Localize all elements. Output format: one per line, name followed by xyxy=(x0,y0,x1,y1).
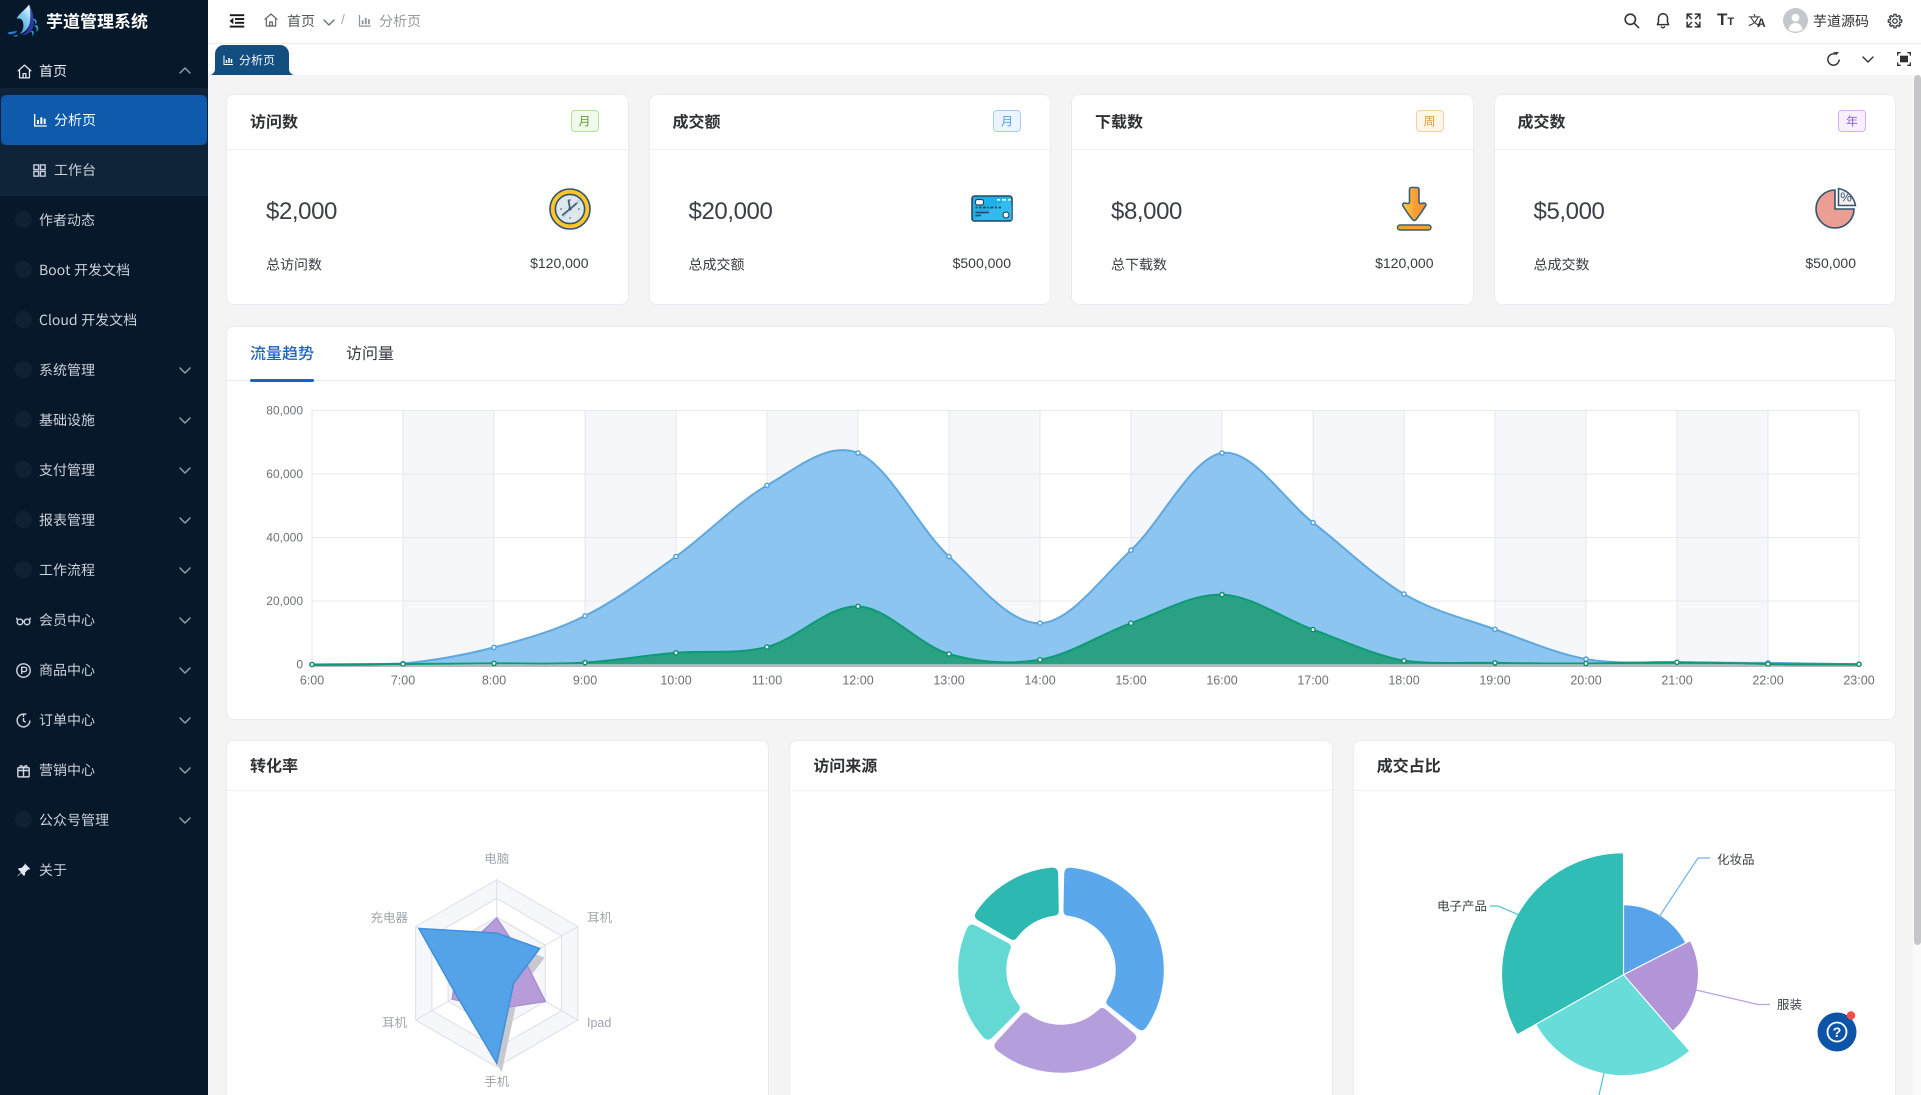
svg-text:80,000: 80,000 xyxy=(266,404,303,418)
svg-text:17:00: 17:00 xyxy=(1297,674,1328,688)
svg-text:23:00: 23:00 xyxy=(1843,674,1874,688)
svg-text:15:00: 15:00 xyxy=(1115,674,1146,688)
svg-text:6:00: 6:00 xyxy=(300,674,324,688)
svg-text:16:00: 16:00 xyxy=(1206,674,1237,688)
svg-text:20,000: 20,000 xyxy=(266,594,303,608)
svg-text:13:00: 13:00 xyxy=(933,674,964,688)
svg-text:10:00: 10:00 xyxy=(660,674,691,688)
svg-text:7:00: 7:00 xyxy=(391,674,415,688)
svg-text:0: 0 xyxy=(296,658,303,672)
svg-text:20:00: 20:00 xyxy=(1570,674,1601,688)
svg-text:22:00: 22:00 xyxy=(1752,674,1783,688)
svg-text:9:00: 9:00 xyxy=(573,674,597,688)
svg-text:%: % xyxy=(1840,190,1852,205)
svg-text:40,000: 40,000 xyxy=(266,531,303,545)
svg-text:?: ? xyxy=(1833,1024,1842,1040)
svg-text:8:00: 8:00 xyxy=(482,674,506,688)
svg-text:60,000: 60,000 xyxy=(266,467,303,481)
svg-text:21:00: 21:00 xyxy=(1661,674,1692,688)
svg-text:18:00: 18:00 xyxy=(1388,674,1419,688)
svg-text:11:00: 11:00 xyxy=(752,674,782,688)
svg-text:Ipad: Ipad xyxy=(587,1016,611,1030)
svg-text:14:00: 14:00 xyxy=(1024,674,1055,688)
svg-text:12:00: 12:00 xyxy=(842,674,873,688)
svg-text:19:00: 19:00 xyxy=(1479,674,1510,688)
